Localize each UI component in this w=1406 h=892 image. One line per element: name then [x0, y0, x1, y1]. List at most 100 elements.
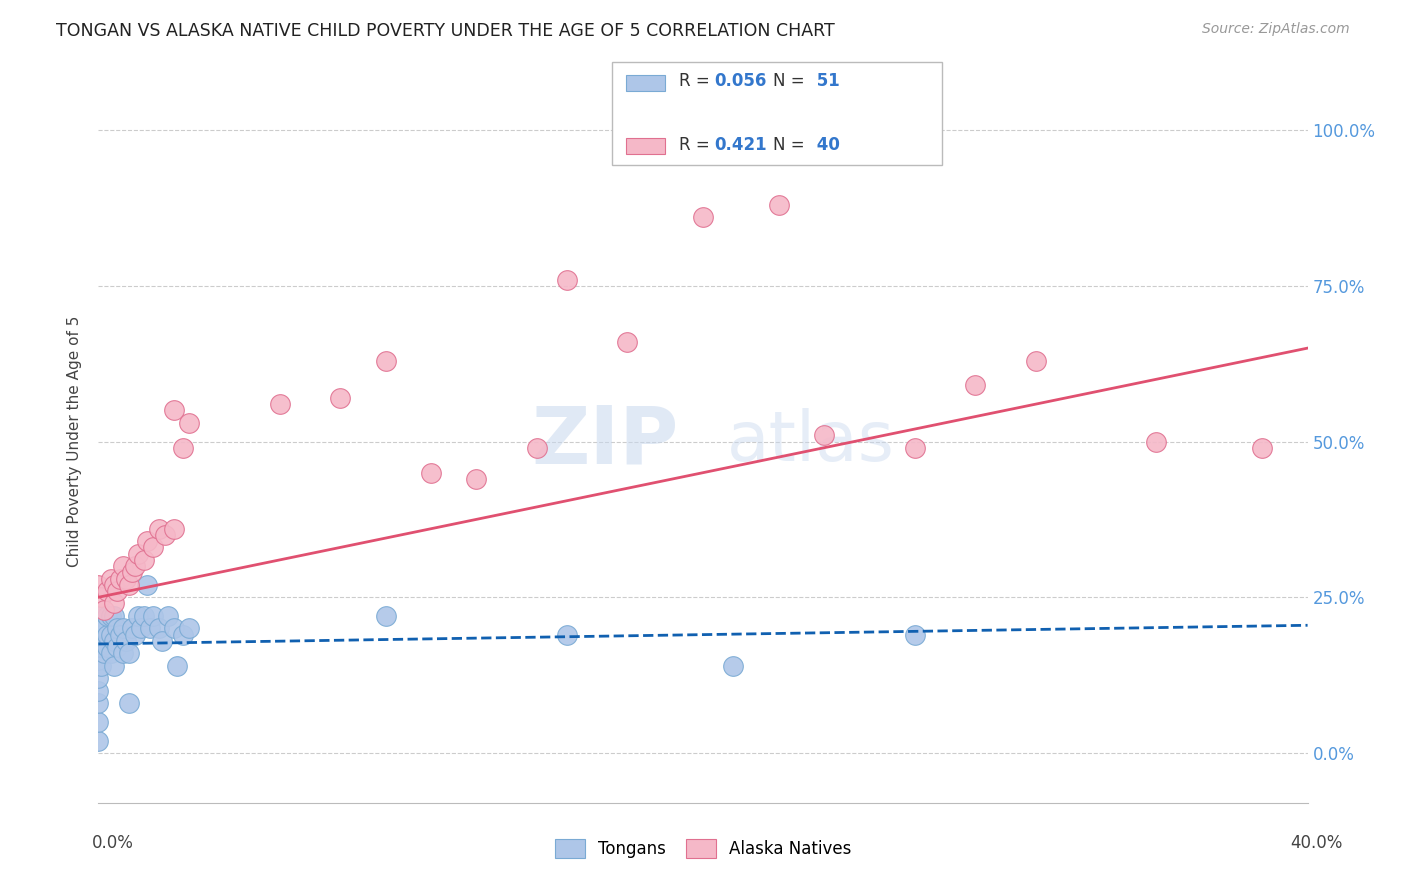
Text: ZIP: ZIP [531, 402, 679, 481]
Point [127, 609, 149, 624]
Point [153, 528, 176, 542]
Point [108, 572, 131, 586]
Point [87, 733, 110, 747]
Point [108, 627, 131, 641]
Text: R =: R = [679, 136, 716, 153]
Text: 0.056: 0.056 [714, 72, 766, 90]
Point [87, 696, 110, 710]
Point [374, 609, 396, 624]
Point [90, 621, 112, 635]
Point [105, 621, 128, 635]
Point [87, 627, 110, 641]
Point [87, 640, 110, 654]
Point [121, 621, 143, 635]
Point [90, 640, 112, 654]
Point [904, 441, 927, 455]
Point [135, 534, 157, 549]
Point [172, 441, 194, 455]
Point [163, 403, 186, 417]
Point [96, 627, 118, 641]
Point [87, 609, 110, 624]
Point [555, 627, 578, 641]
Point [723, 658, 745, 673]
Point [118, 646, 141, 660]
Point [374, 353, 396, 368]
Text: atlas: atlas [727, 408, 896, 475]
Point [121, 566, 143, 580]
Point [813, 428, 835, 442]
Point [465, 472, 488, 486]
Point [87, 714, 110, 729]
Point [87, 621, 110, 635]
Point [100, 572, 122, 586]
Point [148, 621, 170, 635]
Point [96, 609, 118, 624]
Y-axis label: Child Poverty Under the Age of 5: Child Poverty Under the Age of 5 [67, 316, 83, 567]
Point [124, 559, 146, 574]
Point [142, 609, 165, 624]
Point [420, 466, 443, 480]
Point [904, 627, 927, 641]
Text: N =: N = [773, 136, 810, 153]
Point [103, 578, 125, 592]
Point [132, 553, 155, 567]
Point [129, 621, 152, 635]
Text: Source: ZipAtlas.com: Source: ZipAtlas.com [1202, 22, 1350, 37]
Point [114, 572, 136, 586]
Point [100, 627, 122, 641]
Point [105, 640, 128, 654]
Point [111, 559, 134, 574]
Text: 0.421: 0.421 [714, 136, 766, 153]
Point [526, 441, 548, 455]
Point [127, 547, 149, 561]
Point [96, 640, 118, 654]
Point [103, 633, 125, 648]
Point [163, 522, 186, 536]
Text: 0.0%: 0.0% [91, 834, 134, 852]
Point [692, 211, 714, 225]
Point [118, 578, 141, 592]
Point [103, 609, 125, 624]
Point [179, 416, 201, 430]
Point [156, 609, 179, 624]
Point [90, 591, 112, 605]
Legend: Tongans, Alaska Natives: Tongans, Alaska Natives [546, 830, 860, 867]
Point [148, 522, 170, 536]
Point [132, 609, 155, 624]
Point [93, 621, 115, 635]
Point [142, 541, 165, 555]
Point [118, 696, 141, 710]
Point [269, 397, 291, 411]
Point [87, 652, 110, 666]
Text: N =: N = [773, 72, 810, 90]
Point [768, 198, 790, 212]
Point [87, 671, 110, 685]
Point [139, 621, 162, 635]
Point [111, 646, 134, 660]
Text: 40.0%: 40.0% [1291, 834, 1343, 852]
Point [555, 272, 578, 286]
Point [105, 584, 128, 599]
Point [87, 683, 110, 698]
Point [96, 584, 118, 599]
Point [90, 658, 112, 673]
Point [100, 646, 122, 660]
Point [103, 597, 125, 611]
Point [616, 334, 638, 349]
Point [166, 658, 188, 673]
Text: 40: 40 [811, 136, 841, 153]
Point [114, 633, 136, 648]
Point [1251, 441, 1274, 455]
Text: R =: R = [679, 72, 716, 90]
Point [93, 646, 115, 660]
Point [111, 621, 134, 635]
Point [150, 633, 173, 648]
Point [1024, 353, 1046, 368]
Point [163, 621, 186, 635]
Point [87, 578, 110, 592]
Point [93, 603, 115, 617]
Text: TONGAN VS ALASKA NATIVE CHILD POVERTY UNDER THE AGE OF 5 CORRELATION CHART: TONGAN VS ALASKA NATIVE CHILD POVERTY UN… [56, 22, 835, 40]
Text: 51: 51 [811, 72, 839, 90]
Point [329, 391, 352, 405]
Point [172, 627, 194, 641]
